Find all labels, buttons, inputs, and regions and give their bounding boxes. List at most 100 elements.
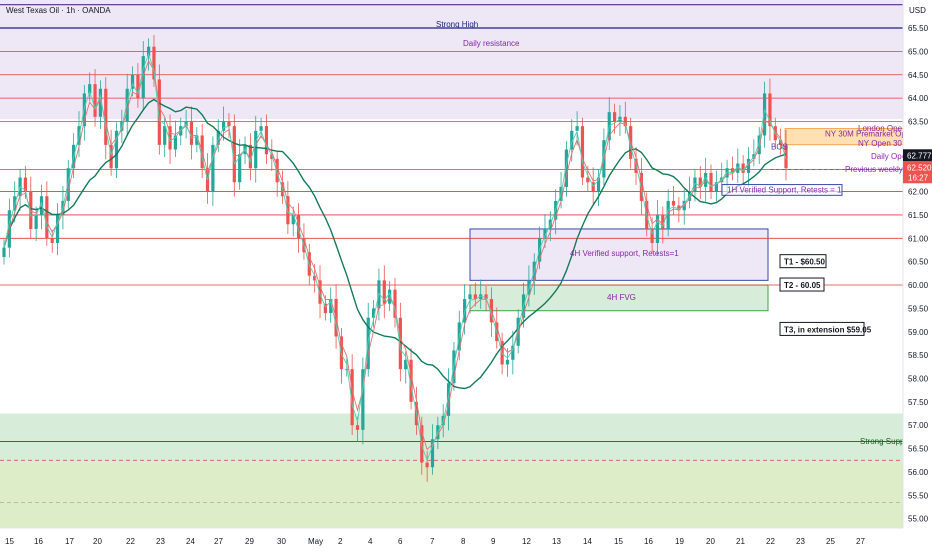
horizontal-levels: [0, 4, 903, 503]
price-tick-label: 58.00: [908, 374, 929, 383]
candle-body: [125, 88, 129, 122]
candle-body: [270, 154, 274, 159]
price-tick-label: 60.50: [908, 258, 929, 267]
candle-body: [248, 144, 252, 169]
symbol-title: West Texas Oil · 1h · OANDA: [6, 6, 111, 15]
candle-body: [227, 121, 231, 127]
time-tick-label: 24: [186, 537, 195, 546]
candle-body: [163, 126, 167, 145]
candle-body: [104, 88, 108, 145]
candle-body: [430, 439, 435, 468]
candle-body: [570, 130, 574, 150]
candle-body: [398, 317, 402, 370]
candle-body: [762, 93, 767, 136]
candle-body: [580, 126, 585, 178]
svg-text:62.520: 62.520: [907, 163, 932, 172]
candle-body: [543, 228, 547, 239]
candle-body: [50, 238, 54, 243]
time-tick-label: 21: [736, 537, 745, 546]
candle-body: [168, 126, 172, 150]
candle-body: [13, 196, 17, 211]
candle-body: [23, 177, 28, 192]
price-tick-label: 56.00: [908, 468, 929, 477]
candle-body: [404, 359, 408, 370]
candle-body: [216, 130, 220, 145]
fvg-4h-box: [469, 284, 769, 312]
candle-body: [130, 74, 135, 89]
price-tick-label: 61.00: [908, 234, 929, 243]
candle-body: [468, 294, 472, 300]
time-tick-label: 8: [461, 537, 466, 546]
time-axis-ticks: 15 16 17 20 22 23 24 27 29 30 May 2 4 6 7 8 9 12 13 14 15 16 1…: [5, 537, 865, 546]
candle-body: [473, 294, 477, 300]
time-tick-label: 23: [796, 537, 805, 546]
candle-body: [393, 289, 397, 318]
candle-body: [677, 205, 681, 211]
candle-body: [296, 214, 301, 239]
time-tick-label: 23: [156, 537, 165, 546]
time-tick-label: 29: [245, 537, 254, 546]
time-tick-label: 22: [126, 537, 135, 546]
time-tick-label: 14: [583, 537, 592, 546]
candle-body: [98, 88, 103, 117]
candle-body: [623, 116, 627, 127]
candle-body: [575, 126, 579, 131]
svg-text:16:27: 16:27: [908, 173, 929, 182]
time-tick-label: 13: [552, 537, 561, 546]
candle-body: [746, 158, 751, 173]
candle-body: [479, 294, 483, 300]
candle-body: [136, 74, 140, 99]
time-tick-label: 27: [856, 537, 865, 546]
candle-body: [34, 214, 38, 229]
time-tick-label: 20: [706, 537, 715, 546]
ma-fast-line: [3, 60, 787, 451]
strong-high-label: Strong High: [436, 20, 478, 29]
candle-body: [275, 158, 279, 183]
resistance-zone: [0, 0, 903, 120]
candle-body: [211, 144, 215, 192]
fvg-4h-label: 4H FVG: [607, 293, 636, 302]
candle-body: [66, 168, 70, 201]
time-tick-label: 22: [766, 537, 775, 546]
candle-body: [671, 200, 676, 206]
target-3-label: T3, in extension $59.05: [784, 325, 872, 334]
time-axis[interactable]: [0, 528, 932, 550]
current-price-badge: 62.520 16:27: [903, 161, 932, 184]
time-tick-label: 27: [214, 537, 223, 546]
last-price-badge: 62.777: [903, 149, 932, 162]
candle-body: [345, 369, 349, 371]
candle-body: [714, 182, 718, 192]
candle-body: [323, 303, 327, 314]
candle-body: [222, 121, 226, 131]
price-tick-label: 55.00: [908, 515, 929, 524]
currency-label: USD: [909, 6, 926, 15]
support-1h-label: 1H Verified Support, Retests = 1: [727, 186, 842, 195]
candle-body: [88, 84, 92, 94]
time-tick-label: 7: [430, 537, 435, 546]
price-tick-label: 65.50: [908, 24, 929, 33]
candle-body: [254, 130, 258, 169]
bos-label: BOS: [771, 143, 788, 152]
candle-body: [409, 359, 413, 402]
candle-body: [361, 369, 365, 430]
price-axis[interactable]: [903, 0, 932, 550]
candle-body: [709, 172, 713, 192]
price-tick-label: 57.00: [908, 421, 929, 430]
candle-body: [511, 345, 515, 360]
candle-body: [355, 425, 360, 430]
candle-body: [45, 196, 49, 239]
price-tick-label: 57.50: [908, 398, 929, 407]
previous-weekly-label: Previous weekly: [845, 165, 903, 174]
candle-body: [741, 163, 745, 173]
target-2-label: T2 - 60.05: [784, 281, 821, 290]
candle-body: [446, 383, 451, 416]
price-tick-label: 56.50: [908, 445, 929, 454]
time-tick-label: May: [308, 537, 323, 546]
price-tick-label: 64.00: [908, 94, 929, 103]
candle-body: [152, 46, 156, 80]
price-tick-label: 65.00: [908, 47, 929, 56]
time-tick-label: 12: [522, 537, 531, 546]
candle-body: [484, 294, 488, 300]
price-tick-label: 59.00: [908, 328, 929, 337]
